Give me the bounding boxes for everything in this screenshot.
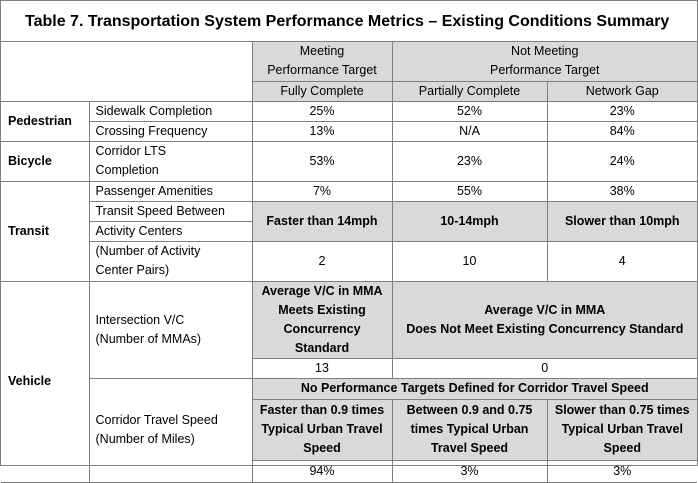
table-cell: 13 bbox=[252, 357, 393, 379]
header-fully-complete: Fully Complete bbox=[252, 80, 393, 102]
table-cell: 3% bbox=[391, 459, 548, 483]
vc-not-meets-header: Average V/C in MMA Does Not Meet Existin… bbox=[391, 280, 698, 359]
table-cell: 7% bbox=[251, 180, 393, 202]
table-row: Bicycle Corridor LTS Completion 53% 23% … bbox=[1, 140, 698, 182]
metric-sidewalk-completion: Sidewalk Completion bbox=[88, 100, 253, 122]
table-cell: 38% bbox=[546, 180, 698, 202]
corridor-header-between: Between 0.9 and 0.75 times Typical Urban… bbox=[391, 398, 548, 461]
header-not-meeting-target: Not Meeting Performance Target bbox=[391, 42, 698, 82]
transit-header-mid: 10-14mph bbox=[391, 200, 548, 242]
table-row: Pedestrian Sidewalk Completion 25% 52% 2… bbox=[1, 100, 698, 142]
table-cell: N/A bbox=[391, 120, 548, 142]
table-cell: 24% bbox=[546, 140, 698, 182]
category-transit: Transit bbox=[1, 180, 90, 282]
header-network-gap: Network Gap bbox=[546, 80, 698, 102]
table-cell: 2 bbox=[251, 240, 393, 282]
table-cell: 3% bbox=[546, 459, 698, 483]
table-row: Crossing Frequency 13% N/A 84% bbox=[1, 120, 698, 142]
corridor-no-targets-header: No Performance Targets Defined for Corri… bbox=[251, 377, 698, 400]
header-row-target: Meeting Performance Target Not Meeting P… bbox=[1, 42, 698, 102]
category-pedestrian: Pedestrian bbox=[1, 100, 90, 142]
metric-corridor-lts: Corridor LTS Completion bbox=[88, 140, 253, 182]
transit-header-faster: Faster than 14mph bbox=[251, 200, 393, 242]
table-title: Table 7. Transportation System Performan… bbox=[1, 1, 697, 42]
table-row: Transit Passenger Amenities 7% 55% 38% bbox=[1, 180, 698, 282]
table-cell: 52% bbox=[391, 100, 548, 122]
category-vehicle: Vehicle bbox=[1, 280, 90, 483]
table-row: (Number of Activity Center Pairs) 2 10 4 bbox=[1, 240, 698, 282]
metric-corridor-travel-speed: Corridor Travel Speed (Number of Miles) bbox=[89, 377, 253, 483]
table-cell: 23% bbox=[546, 100, 698, 122]
table-cell: 4 bbox=[546, 240, 698, 282]
table-cell: 94% bbox=[252, 459, 393, 483]
table-cell: 84% bbox=[546, 120, 698, 142]
table-cell: 25% bbox=[251, 100, 393, 122]
metric-transit-speed-line1: Transit Speed Between bbox=[89, 200, 253, 222]
metric-transit-speed-note: (Number of Activity Center Pairs) bbox=[89, 240, 253, 282]
metric-transit-speed-line2: Activity Centers bbox=[89, 220, 252, 242]
header-meeting-target: Meeting Performance Target bbox=[251, 42, 393, 82]
header-blank-cell bbox=[1, 42, 253, 102]
table-cell: 13% bbox=[251, 120, 393, 142]
metric-crossing-frequency: Crossing Frequency bbox=[89, 120, 253, 142]
vc-meets-header: Average V/C in MMA Meets Existing Concur… bbox=[251, 280, 393, 359]
table-row: Faster than 0.9 times Typical Urban Trav… bbox=[1, 398, 698, 461]
metric-passenger-amenities: Passenger Amenities bbox=[88, 180, 253, 202]
table-cell: 23% bbox=[391, 140, 548, 182]
category-bicycle: Bicycle bbox=[1, 140, 90, 182]
table-row: Transit Speed Between Faster than 14mph … bbox=[1, 200, 698, 242]
table-row: Corridor Travel Speed (Number of Miles) … bbox=[1, 377, 698, 483]
metric-intersection-vc: Intersection V/C (Number of MMAs) bbox=[88, 280, 253, 379]
header-row-status: Fully Complete Partially Complete Networ… bbox=[1, 80, 698, 102]
table-cell: 0 bbox=[391, 357, 698, 379]
table-row: 13 0 bbox=[1, 357, 698, 379]
table-cell: 55% bbox=[391, 180, 548, 202]
table-row: Vehicle Intersection V/C (Number of MMAs… bbox=[1, 280, 698, 483]
table-cell: 53% bbox=[251, 140, 393, 182]
transit-header-slower: Slower than 10mph bbox=[546, 200, 698, 242]
corridor-header-slower: Slower than 0.75 times Typical Urban Tra… bbox=[546, 398, 698, 461]
corridor-header-faster: Faster than 0.9 times Typical Urban Trav… bbox=[252, 398, 393, 461]
metrics-table: Meeting Performance Target Not Meeting P… bbox=[1, 42, 698, 483]
table-cell: 10 bbox=[391, 240, 548, 282]
header-partially-complete: Partially Complete bbox=[391, 80, 548, 102]
